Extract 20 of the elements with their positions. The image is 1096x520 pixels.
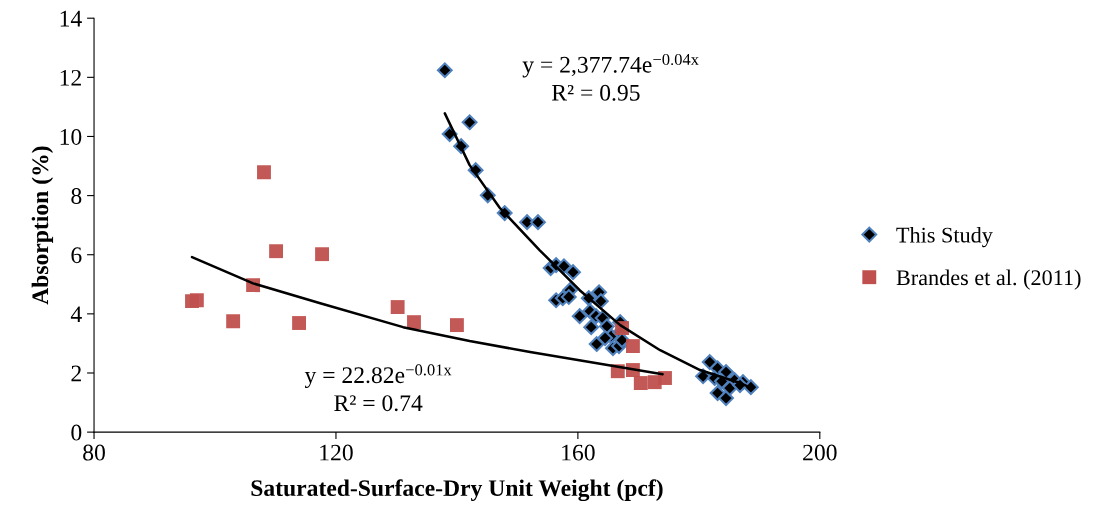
y-tick-label: 4 — [70, 306, 82, 323]
y-tick-label: 0 — [71, 424, 82, 441]
x-axis-title: Saturated-Surface-Dry Unit Weight (pcf) — [251, 479, 663, 502]
y-tick-label: 10 — [60, 128, 82, 145]
x-tick-label: 80 — [83, 444, 105, 461]
y-axis-title: Absorption (%) — [31, 146, 54, 305]
annotation: R² = 0.74 — [334, 395, 423, 412]
x-tick-label: 120 — [320, 444, 353, 461]
y-tick-label: 14 — [60, 10, 82, 27]
legend-label: This Study — [896, 226, 993, 248]
y-tick-label: 12 — [60, 69, 81, 86]
annotation: R² = 0.95 — [551, 84, 640, 101]
x-tick-label: 160 — [562, 444, 595, 461]
y-tick-label: 2 — [71, 365, 81, 382]
y-tick-label: 8 — [71, 188, 82, 205]
annotation: y = 2,377.74e$^{−0.04x}$ — [522, 53, 699, 78]
x-tick-label: 200 — [803, 444, 837, 461]
annotation: y = 22.82e$^{−0.01x}$ — [304, 364, 452, 388]
y-tick-label: 6 — [71, 247, 82, 264]
legend-label: Brandes et al. (2011) — [896, 269, 1081, 290]
